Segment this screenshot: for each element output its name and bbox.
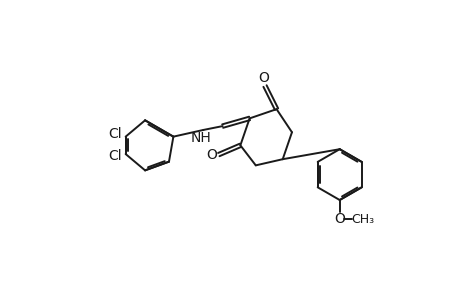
Text: CH₃: CH₃ <box>351 213 374 226</box>
Text: Cl: Cl <box>108 149 121 163</box>
Text: O: O <box>257 71 269 85</box>
Text: O: O <box>334 212 344 226</box>
Text: Cl: Cl <box>108 127 121 141</box>
Text: O: O <box>206 148 217 162</box>
Text: NH: NH <box>190 130 211 145</box>
